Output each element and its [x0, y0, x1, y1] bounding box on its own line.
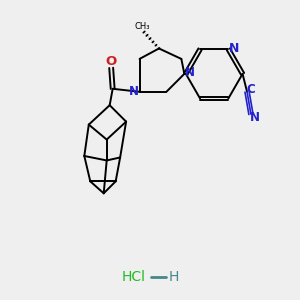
Text: CH₃: CH₃	[135, 22, 150, 31]
Text: N: N	[229, 42, 239, 55]
Text: N: N	[250, 111, 260, 124]
Text: N: N	[184, 66, 194, 79]
Text: H: H	[169, 270, 179, 284]
Text: O: O	[106, 56, 117, 68]
Text: C: C	[246, 83, 255, 97]
Text: HCl: HCl	[122, 270, 146, 284]
Text: N: N	[129, 85, 139, 98]
